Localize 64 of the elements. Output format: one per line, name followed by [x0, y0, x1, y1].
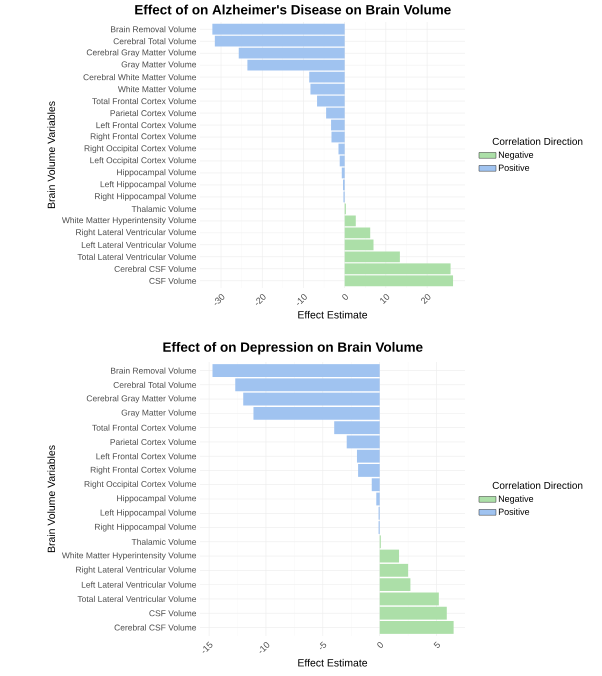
y-tick-label: Cerebral Gray Matter Volume — [86, 49, 196, 58]
y-tick-label: Brain Removal Volume — [111, 367, 196, 374]
x-axis-title: Effect Estimate — [298, 310, 368, 319]
legend-label: Negative — [498, 495, 534, 504]
legend-label: Positive — [498, 508, 530, 515]
y-tick-label: Total Lateral Ventricular Volume — [78, 596, 196, 602]
y-tick-label: Right Lateral Ventricular Volume — [76, 566, 196, 574]
y-tick-label: Right Hippocampal Volume — [95, 524, 196, 532]
x-tick-label: -20 — [256, 294, 266, 305]
y-tick-label: Cerebral Gray Matter Volume — [86, 395, 196, 404]
y-tick-label: Cerebral White Matter Volume — [83, 74, 196, 80]
y-tick-label: Left Hippocampal Volume — [100, 180, 196, 189]
y-axis-title: Brain Volume Variables — [47, 101, 56, 208]
y-tick-label: Left Lateral Ventricular Volume — [82, 242, 196, 248]
y-tick-label: White Matter Volume — [118, 86, 196, 92]
y-tick-label: Gray Matter Volume — [122, 61, 196, 70]
y-tick-label: CSF Volume — [149, 610, 196, 616]
x-tick-label: -10 — [260, 642, 270, 653]
y-tick-label: Hippocampal Volume — [117, 169, 196, 177]
legend-label: Positive — [498, 164, 530, 171]
y-tick-label: Parietal Cortex Volume — [110, 110, 196, 116]
chart-title: Effect of on Alzheimer's Disease on Brain Volume — [135, 4, 451, 14]
y-tick-label: Left Frontal Cortex Volume — [96, 453, 196, 460]
y-tick-label: Left Hippocampal Volume — [100, 509, 196, 518]
y-tick-label: Cerebral Total Volume — [114, 382, 196, 388]
x-tick-label: 5 — [434, 642, 440, 648]
x-tick-label: -30 — [214, 294, 224, 305]
chart-title: Effect of on Depression on Brain Volume — [163, 342, 423, 355]
y-tick-label: Total Frontal Cortex Volume — [92, 424, 196, 431]
y-tick-label: Right Frontal Cortex Volume — [90, 133, 196, 141]
y-tick-label: Total Lateral Ventricular Volume — [78, 254, 196, 260]
x-axis-title: Effect Estimate — [298, 658, 368, 667]
x-tick-label: 10 — [380, 294, 390, 304]
y-tick-label: White Matter Hyperintensity Volume — [62, 552, 196, 560]
y-tick-label: CSF Volume — [149, 278, 196, 284]
y-tick-label: Parietal Cortex Volume — [110, 438, 196, 446]
y-tick-label: Cerebral Total Volume — [114, 38, 196, 44]
y-tick-label: Right Hippocampal Volume — [95, 192, 196, 201]
y-tick-label: Right Occipital Cortex Volume — [84, 145, 196, 153]
y-axis-title: Brain Volume Variables — [47, 445, 56, 552]
y-tick-label: White Matter Hyperintensity Volume — [62, 216, 196, 225]
x-tick-label: 0 — [377, 642, 384, 648]
y-tick-label: Right Lateral Ventricular Volume — [76, 228, 196, 237]
y-tick-label: Thalamic Volume — [132, 538, 196, 545]
y-tick-label: Brain Removal Volume — [111, 26, 196, 32]
y-tick-label: Total Frontal Cortex Volume — [92, 98, 196, 104]
legend-title: Correlation Direction — [492, 138, 582, 145]
y-tick-label: Cerebral CSF Volume — [114, 624, 196, 631]
y-tick-label: Thalamic Volume — [132, 206, 196, 212]
x-tick-label: -10 — [297, 294, 307, 305]
y-tick-label: Gray Matter Volume — [122, 409, 196, 418]
y-tick-label: Left Frontal Cortex Volume — [96, 122, 196, 128]
y-tick-label: Hippocampal Volume — [117, 495, 196, 503]
legend-label: Negative — [498, 151, 534, 160]
y-tick-label: Left Occipital Cortex Volume — [90, 157, 196, 165]
y-tick-label: Right Occipital Cortex Volume — [84, 480, 196, 489]
x-tick-label: -15 — [202, 642, 212, 653]
x-tick-label: 20 — [421, 294, 430, 304]
legend-title: Correlation Direction — [492, 482, 582, 489]
x-tick-label: -5 — [320, 642, 326, 650]
y-tick-label: Cerebral CSF Volume — [114, 266, 196, 272]
y-tick-label: Right Frontal Cortex Volume — [90, 466, 196, 474]
y-tick-label: Left Lateral Ventricular Volume — [82, 582, 196, 588]
x-tick-label: 0 — [342, 294, 348, 300]
